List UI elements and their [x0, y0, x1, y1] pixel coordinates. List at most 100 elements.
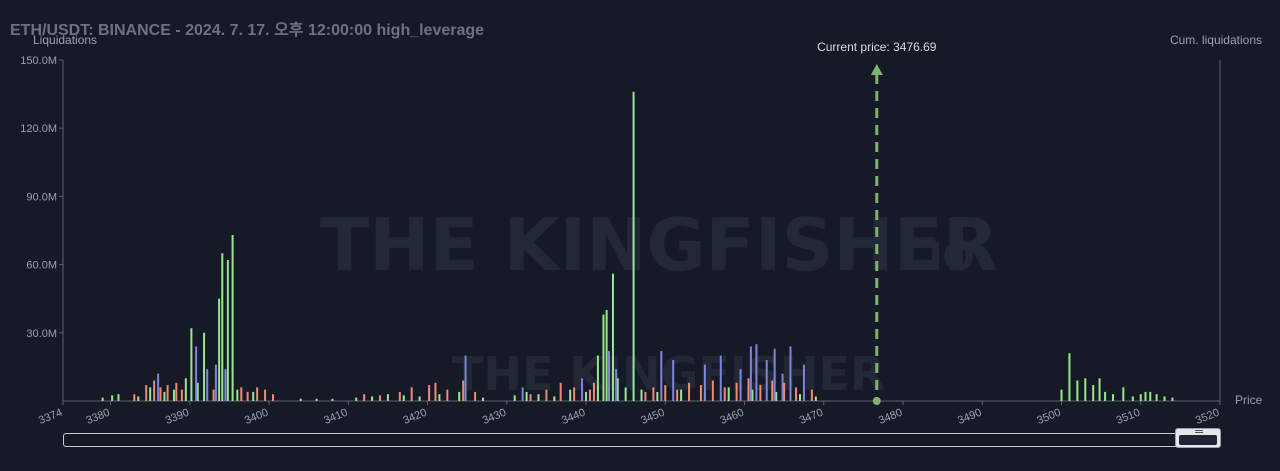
green-bar [525, 391, 528, 401]
green-bar [596, 355, 599, 401]
y-axis-label-left: Liquidations [33, 33, 97, 47]
green-bar [727, 387, 730, 401]
green-bar [1171, 397, 1174, 401]
blue-bar [608, 350, 611, 401]
x-tick-label: 3460 [718, 407, 745, 427]
green-bar [611, 273, 614, 401]
x-tick-label: 3390 [164, 407, 191, 427]
blue-bar [765, 360, 768, 401]
blue-bar [581, 378, 584, 401]
x-tick-label: 3400 [243, 407, 270, 427]
x-tick-label: 3380 [84, 407, 111, 427]
red-bar [446, 389, 449, 401]
current-price-arrow [870, 64, 883, 75]
blue-bar [521, 387, 524, 401]
green-bar [798, 394, 801, 401]
blue-bar [195, 346, 198, 401]
x-tick-label: 3440 [560, 407, 587, 427]
watermark-suffix: .IO [914, 235, 975, 279]
blue-bar [224, 369, 227, 401]
green-bar [226, 260, 229, 401]
green-bar [1163, 396, 1166, 401]
green-bar [680, 389, 683, 401]
blue-bar [206, 369, 209, 401]
green-bar [585, 391, 588, 401]
blue-bar [660, 350, 663, 401]
red-bar [711, 380, 714, 401]
red-bar [398, 391, 401, 401]
blue-bar [719, 355, 722, 401]
red-bar [428, 385, 431, 401]
bars [101, 91, 1174, 402]
red-bar [410, 387, 413, 401]
x-tick-label: 3420 [401, 407, 428, 427]
blue-bar [615, 369, 618, 401]
current-price-dot [872, 397, 881, 405]
red-bar [771, 380, 774, 401]
green-bar [386, 394, 389, 401]
x-tick-label: 3374 [37, 407, 64, 427]
green-bar [1112, 394, 1115, 401]
green-bar [632, 91, 635, 402]
red-bar [747, 378, 750, 401]
green-bar [190, 328, 193, 401]
x-axis-label: Price [1235, 393, 1263, 407]
x-tick-label: 3500 [1035, 407, 1062, 427]
x-tick-label: 3490 [956, 407, 983, 427]
green-bar [1131, 396, 1134, 401]
green-bar [1149, 391, 1152, 401]
green-bar [1155, 394, 1158, 401]
red-bar [145, 385, 148, 401]
y-tick-label: 90.0M [26, 191, 57, 203]
green-bar [569, 389, 572, 401]
red-bar [212, 389, 215, 401]
x-tick-label: 3410 [322, 407, 349, 427]
green-bar [1092, 385, 1095, 401]
watermark-brand: THE KINGFISHER [320, 203, 998, 287]
green-bar [1098, 378, 1101, 401]
green-bar [402, 395, 405, 401]
red-bar [180, 389, 183, 401]
green-bar [331, 398, 334, 401]
green-bar [117, 394, 120, 401]
green-bar [814, 396, 817, 401]
red-bar [545, 389, 548, 401]
watermark-brand-small: THE KINGFISHER [452, 347, 885, 401]
blue-bar [749, 346, 752, 401]
green-bar [196, 382, 199, 401]
red-bar [652, 387, 655, 401]
range-scrollbar[interactable] [63, 428, 1221, 448]
x-tick-label: 3430 [481, 407, 508, 427]
green-bar [438, 394, 441, 401]
green-bar [1084, 378, 1087, 401]
watermark: THE KINGFISHER .IO THE KINGFISHER [320, 203, 998, 401]
green-bar [299, 398, 302, 401]
blue-bar [773, 348, 776, 401]
current-price-marker: Current price: 3476.69 [817, 40, 937, 405]
blue-bar [703, 364, 706, 401]
red-bar [133, 394, 136, 401]
red-bar [166, 385, 169, 401]
y-tick-label: 30.0M [26, 328, 57, 340]
green-bar [537, 394, 540, 401]
red-bar [759, 385, 762, 401]
green-bar [252, 391, 255, 401]
x-tick-label: 3480 [877, 407, 904, 427]
red-bar [462, 380, 465, 401]
red-bar [175, 382, 178, 401]
green-bar [1068, 353, 1071, 401]
y-tick-label: 120.0M [20, 123, 57, 135]
y-ticks: 150.0M 120.0M 90.0M 60.0M 30.0M [20, 55, 63, 340]
scrollbar-handle[interactable] [1175, 428, 1221, 448]
red-bar [246, 391, 249, 401]
green-bar [1122, 387, 1125, 401]
green-bar [1104, 391, 1107, 401]
x-tick-label: 3520 [1194, 407, 1221, 427]
green-bar [775, 391, 778, 401]
red-bar [529, 394, 532, 401]
red-bar [664, 385, 667, 401]
red-bar [378, 395, 381, 401]
green-bar [1139, 394, 1142, 401]
green-bar [605, 310, 608, 401]
